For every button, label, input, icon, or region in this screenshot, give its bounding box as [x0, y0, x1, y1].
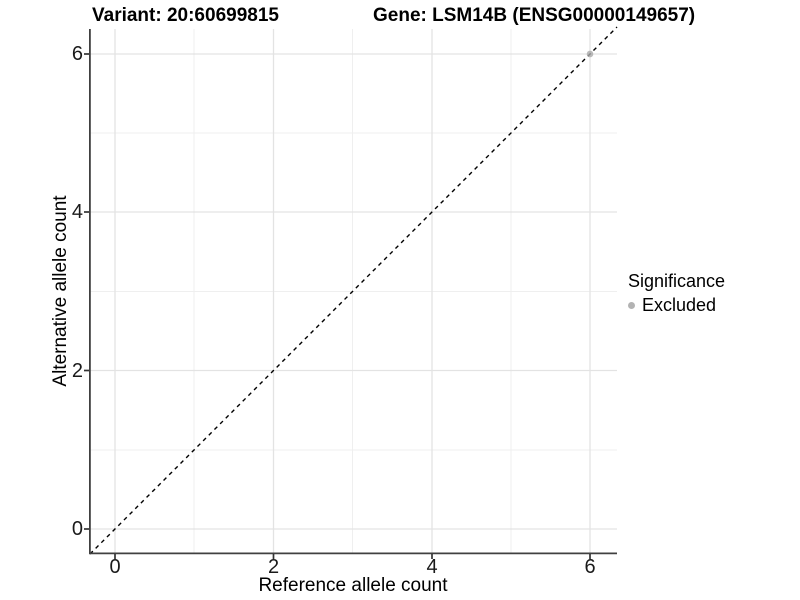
y-axis-title: Alternative allele count — [50, 195, 71, 387]
x-tick-label-6: 6 — [584, 556, 596, 578]
y-tick-label-2: 2 — [71, 360, 83, 382]
legend: Significance Excluded — [628, 271, 725, 315]
legend-item-excluded: Excluded — [628, 296, 725, 315]
x-tick-label-0: 0 — [109, 556, 121, 578]
y-tick-label-4: 4 — [71, 201, 83, 223]
y-tick-label-0: 0 — [71, 518, 83, 540]
legend-item-label: Excluded — [642, 295, 717, 315]
gridlines-major — [90, 29, 617, 553]
x-tick-label-2: 2 — [267, 556, 280, 578]
x-axis-title: Reference allele count — [258, 575, 448, 596]
data-points-group — [586, 50, 594, 58]
axis-lines — [89, 29, 617, 555]
plot-title-variant: Variant: 20:60699815 — [92, 5, 279, 26]
data-point-excluded — [586, 50, 594, 58]
excluded-point-icon — [628, 302, 635, 309]
legend-title: Significance — [628, 271, 726, 291]
y-tick-label-6: 6 — [71, 43, 83, 65]
x-tick-label-4: 4 — [426, 556, 438, 578]
plot-title-gene: Gene: LSM14B (ENSG00000149657) — [373, 5, 696, 26]
tick-marks — [84, 53, 591, 559]
